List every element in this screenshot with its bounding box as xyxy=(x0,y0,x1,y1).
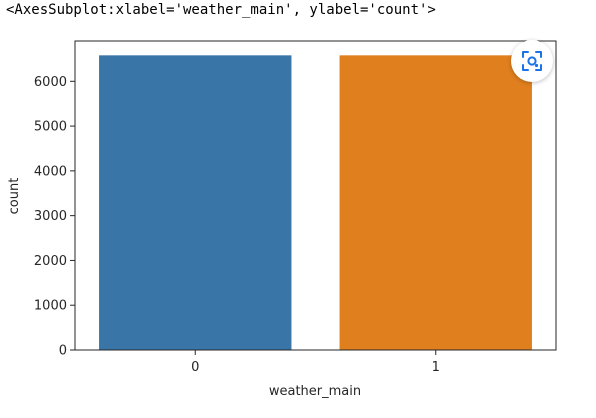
y-axis-label: count xyxy=(7,178,22,215)
bar-1 xyxy=(340,55,532,350)
y-tick-label-3000: 3000 xyxy=(34,209,67,224)
x-tick-label-1: 1 xyxy=(432,360,440,375)
y-tick-label-6000: 6000 xyxy=(34,75,67,90)
y-tick-label-2000: 2000 xyxy=(34,254,67,269)
y-tick-label-1000: 1000 xyxy=(34,299,67,314)
x-tick-label-0: 0 xyxy=(191,360,199,375)
y-axis: 0 1000 2000 3000 4000 5000 6000 xyxy=(34,75,75,359)
image-search-button[interactable] xyxy=(511,40,553,82)
x-axis-label: weather_main xyxy=(269,384,361,399)
bars-group xyxy=(99,55,532,350)
image-search-icon xyxy=(520,49,544,73)
y-tick-label-4000: 4000 xyxy=(34,164,67,179)
bar-0 xyxy=(99,55,291,350)
y-tick-label-5000: 5000 xyxy=(34,120,67,135)
y-tick-label-0: 0 xyxy=(59,344,67,359)
